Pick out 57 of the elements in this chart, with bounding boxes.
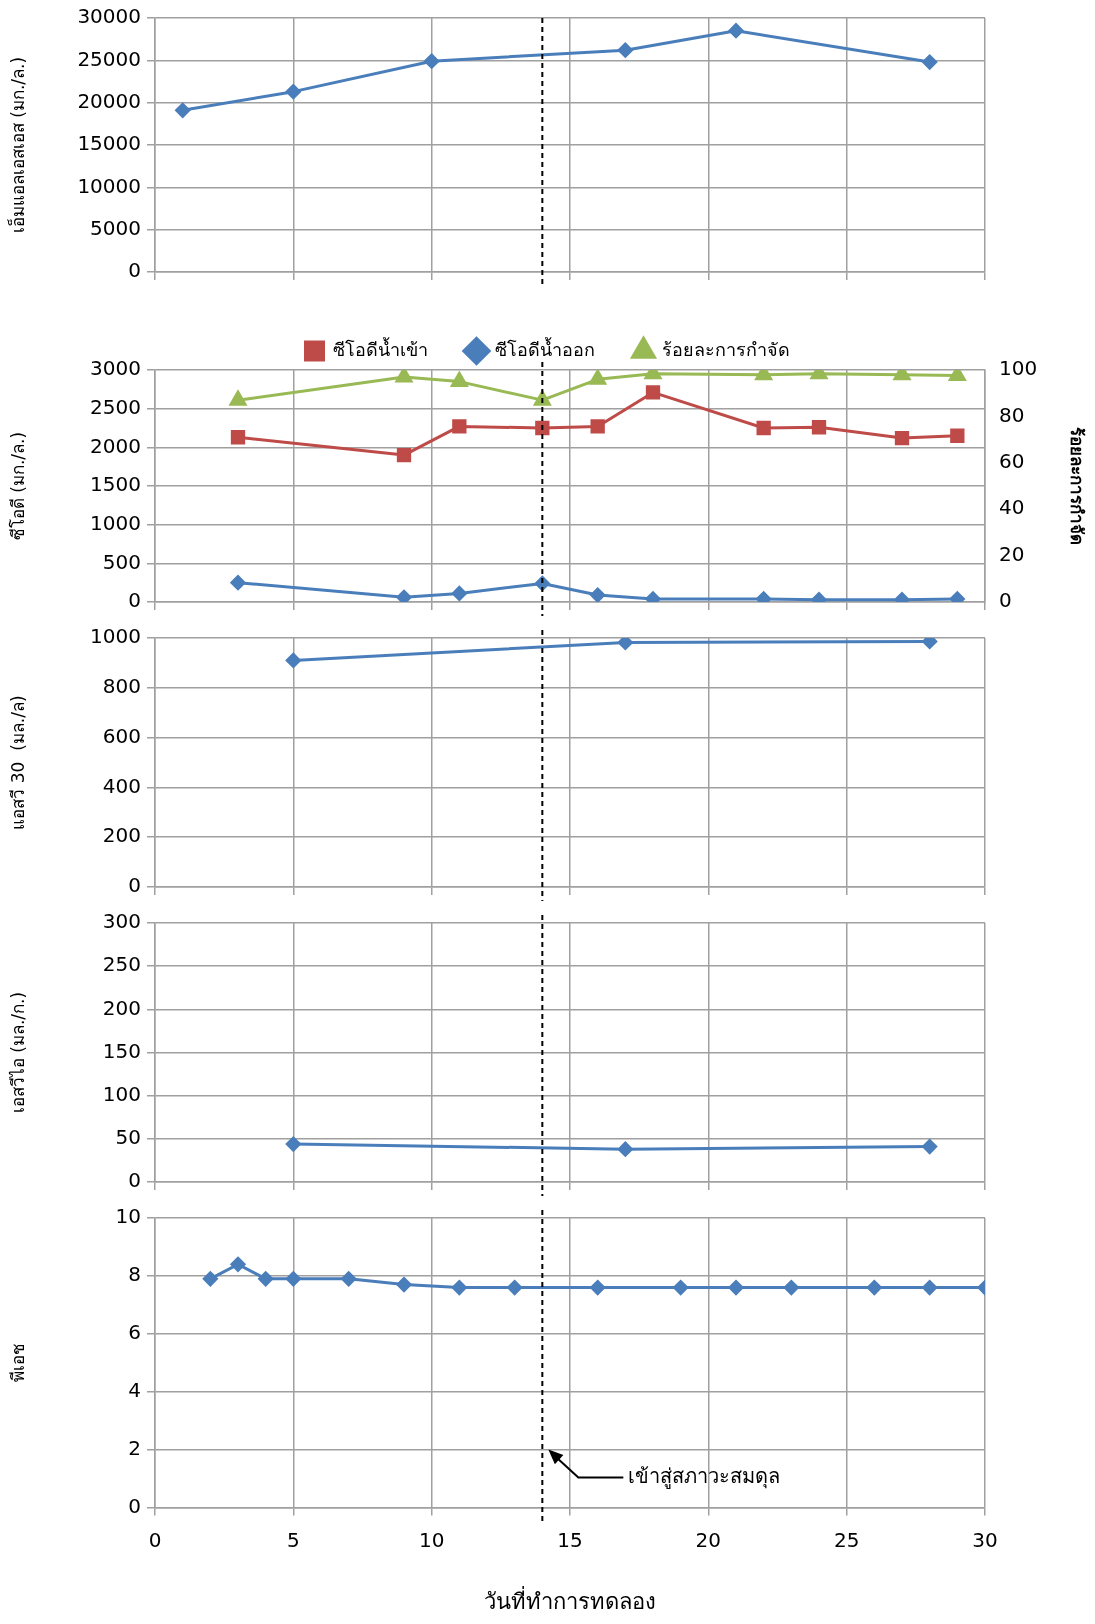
y2-tick-label: 40 bbox=[999, 495, 1025, 520]
y-tick-label: 8 bbox=[128, 1262, 141, 1287]
y-tick-label: 600 bbox=[102, 723, 141, 748]
y-tick-label: 3000 bbox=[90, 356, 141, 381]
y-tick-label: 2500 bbox=[90, 394, 141, 419]
y-axis-title: เอ็มแอลเอสเอส (มก./ล.) bbox=[6, 56, 28, 234]
y-axis-title: พีเอช bbox=[7, 1343, 28, 1383]
y-tick-label: 200 bbox=[102, 995, 141, 1020]
y2-tick-label: 80 bbox=[999, 402, 1025, 427]
y-tick-label: 1500 bbox=[90, 472, 141, 497]
y-tick-label: 0 bbox=[128, 873, 141, 898]
x-tick-label: 0 bbox=[148, 1527, 162, 1552]
y-tick-label: 0 bbox=[128, 588, 141, 613]
y-tick-label: 20000 bbox=[77, 88, 141, 113]
legend-label: ซีโอดีน้ำเข้า bbox=[332, 336, 428, 360]
y-axis-title: ซีโอดี (มก./ล.) bbox=[7, 431, 28, 541]
y-tick-label: 30000 bbox=[77, 4, 141, 29]
y-tick-label: 6 bbox=[128, 1320, 141, 1345]
y-tick-label: 300 bbox=[102, 909, 141, 934]
legend-label: ซีโอดีน้ำออก bbox=[494, 336, 595, 360]
y-tick-label: 250 bbox=[102, 952, 141, 977]
y-tick-label: 200 bbox=[102, 823, 141, 848]
y-tick-label: 0 bbox=[128, 258, 141, 283]
y-tick-label: 25000 bbox=[77, 46, 141, 71]
y-tick-label: 0 bbox=[128, 1493, 141, 1518]
y2-tick-label: 0 bbox=[999, 588, 1012, 613]
y2-tick-label: 100 bbox=[999, 356, 1038, 381]
annotation: เข้าสู่สภาวะสมดุล bbox=[628, 1463, 781, 1489]
x-tick-label: 10 bbox=[418, 1527, 445, 1552]
y-axis-title: เอสวีไอ (มล./ก.) bbox=[7, 991, 28, 1114]
y-tick-label: 50 bbox=[115, 1125, 141, 1150]
y-tick-label: 100 bbox=[102, 1081, 141, 1106]
x-tick-label: 20 bbox=[695, 1527, 722, 1552]
x-tick-label: 25 bbox=[833, 1527, 860, 1552]
x-tick-label: 15 bbox=[557, 1527, 583, 1552]
y-tick-label: 2 bbox=[128, 1435, 141, 1460]
y-axis-title: แอสวี 30 (มล./ล) bbox=[7, 695, 28, 830]
y-tick-label: 800 bbox=[102, 674, 141, 698]
y-tick-label: 0 bbox=[128, 1168, 141, 1193]
y-tick-label: 10 bbox=[115, 1204, 141, 1229]
y2-axis-title: ร้อยละการกำจัด bbox=[1067, 427, 1088, 545]
y-tick-label: 1000 bbox=[90, 510, 141, 535]
y-tick-label: 1000 bbox=[90, 624, 141, 649]
legend-label: ร้อยละการกำจัด bbox=[661, 338, 790, 360]
y-tick-label: 5000 bbox=[90, 215, 141, 240]
y-tick-label: 150 bbox=[102, 1038, 141, 1063]
y2-tick-label: 60 bbox=[999, 449, 1025, 473]
y-tick-label: 10000 bbox=[77, 173, 141, 198]
y-tick-label: 500 bbox=[102, 549, 141, 574]
y-tick-label: 15000 bbox=[77, 131, 141, 156]
y-tick-label: 2000 bbox=[90, 433, 141, 458]
x-tick-label: 30 bbox=[972, 1527, 998, 1552]
y2-tick-label: 20 bbox=[999, 541, 1025, 566]
x-axis-title: วันที่ทำการทดลอง bbox=[484, 1585, 656, 1614]
y-tick-label: 4 bbox=[128, 1377, 141, 1402]
x-tick-label: 5 bbox=[286, 1527, 300, 1552]
y-tick-label: 400 bbox=[102, 773, 141, 798]
